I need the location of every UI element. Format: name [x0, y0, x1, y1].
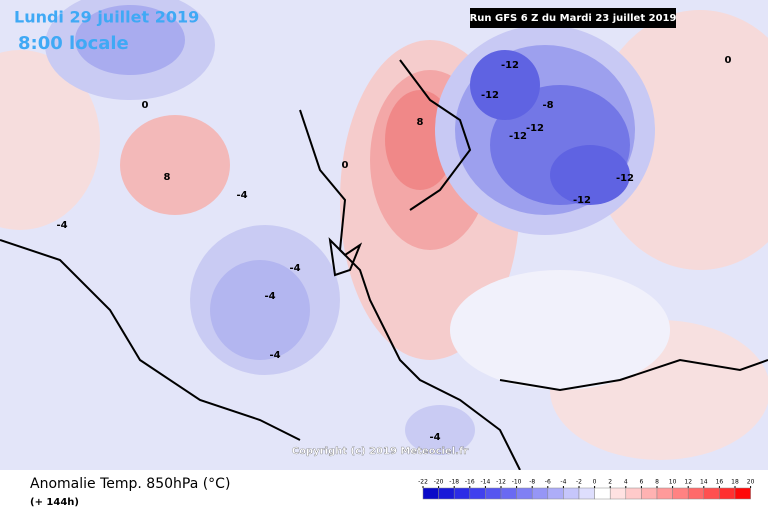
- scale-swatch: [547, 487, 564, 500]
- contour-label: -12: [616, 173, 634, 184]
- scale-tick-label: -22: [418, 479, 428, 486]
- contour-label: 0: [142, 100, 149, 111]
- scale-tick-label: -4: [560, 479, 566, 486]
- scale-tick-label: 20: [747, 479, 755, 486]
- scale-swatch: [469, 487, 486, 500]
- scale-swatch: [563, 487, 580, 500]
- scale-tick-label: 8: [655, 479, 659, 486]
- scale-tick-label: -16: [465, 479, 475, 486]
- scale-tick-label: -12: [496, 479, 506, 486]
- scale-swatch: [641, 487, 658, 500]
- scale-swatch: [516, 487, 533, 500]
- contour-label: 0: [342, 160, 349, 171]
- scale-swatch: [703, 487, 720, 500]
- contour-label: -4: [264, 291, 275, 302]
- scale-tick-label: 16: [716, 479, 724, 486]
- scale-swatch: [594, 487, 611, 500]
- scale-swatch: [672, 487, 689, 500]
- scale-tick-label: -8: [529, 479, 535, 486]
- run-box: [470, 8, 676, 28]
- date-label: Lundi 29 juillet 2019: [14, 8, 199, 27]
- contour-label: 8: [417, 117, 424, 128]
- scale-tick-label: 12: [684, 479, 692, 486]
- scale-swatch: [625, 487, 642, 500]
- scale-tick-label: -20: [434, 479, 444, 486]
- footer-lead: (+ 144h): [30, 497, 79, 508]
- scale-tick-label: -18: [449, 479, 459, 486]
- scale-swatch: [609, 487, 627, 500]
- scale-swatch: [734, 487, 751, 500]
- contour-label: 0: [725, 55, 732, 66]
- contour-label: -12: [501, 60, 519, 71]
- contour-label: -4: [56, 220, 67, 231]
- scale-tick-label: 2: [608, 479, 612, 486]
- contour-label: -4: [269, 350, 280, 361]
- scale-swatch: [578, 487, 595, 500]
- contour-label: -4: [236, 190, 247, 201]
- scale-tick-label: 14: [700, 479, 708, 486]
- scale-swatch: [531, 487, 549, 500]
- run-label: Run GFS 6 Z du Mardi 23 juillet 2019: [470, 13, 677, 24]
- copyright: Copyright (c) 2019 Meteociel.fr: [292, 446, 469, 457]
- contour-label: -4: [289, 263, 300, 274]
- scale-tick-label: -10: [512, 479, 522, 486]
- scale-tick-label: -2: [576, 479, 582, 486]
- scale-swatch: [453, 487, 471, 500]
- anomaly-fields: [0, 0, 768, 460]
- contour-label: -8: [542, 100, 553, 111]
- contour-label: -12: [509, 131, 527, 142]
- contour-label: -12: [526, 123, 544, 134]
- scale-swatch: [485, 487, 502, 500]
- scale-tick-label: 18: [731, 479, 739, 486]
- scale-tick-label: 10: [669, 479, 677, 486]
- scale-tick-label: -6: [545, 479, 551, 486]
- scale-swatch: [656, 487, 673, 500]
- contour-label: -12: [573, 195, 591, 206]
- contour-label: 8: [164, 172, 171, 183]
- scale-swatch: [719, 487, 736, 500]
- contour-label: -12: [481, 90, 499, 101]
- footer-title: Anomalie Temp. 850hPa (°C): [30, 476, 230, 492]
- scale-swatch: [438, 487, 455, 500]
- coastlines: [0, 59, 768, 471]
- scale-tick-label: 6: [639, 479, 643, 486]
- scale-swatch: [687, 487, 705, 500]
- scale-tick-label: 0: [593, 479, 597, 486]
- scale-swatch: [422, 487, 439, 500]
- contour-label: -4: [429, 432, 440, 443]
- scale-swatch: [500, 487, 517, 500]
- scale-tick-label: 4: [624, 479, 628, 486]
- scale-tick-label: -14: [480, 479, 490, 486]
- time-label: 8:00 locale: [18, 33, 129, 54]
